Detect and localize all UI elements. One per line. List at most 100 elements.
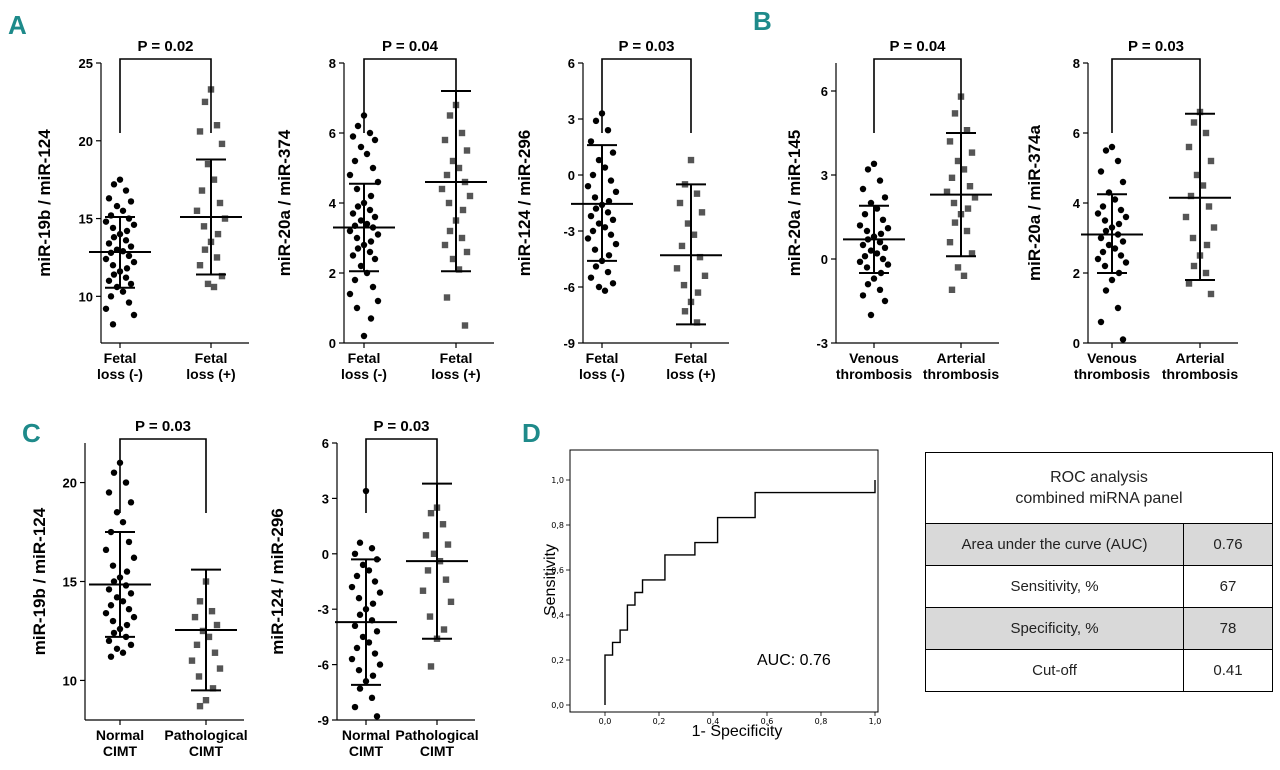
data-point xyxy=(210,176,218,183)
data-point xyxy=(102,255,110,263)
roc-table-value: 0.76 xyxy=(1183,523,1273,566)
y-tick-label: -9 xyxy=(563,336,575,351)
data-point xyxy=(201,246,209,253)
data-point xyxy=(107,653,115,660)
data-point xyxy=(607,231,615,238)
data-point xyxy=(424,567,432,574)
data-point xyxy=(123,227,131,235)
data-point xyxy=(612,188,620,195)
data-point xyxy=(130,311,138,319)
data-point xyxy=(355,594,363,602)
y-axis-title: miR-124 / miR-296 xyxy=(268,508,287,654)
x-category-label: Pathological xyxy=(395,727,478,743)
data-point xyxy=(125,252,133,260)
data-point xyxy=(109,562,117,569)
data-point xyxy=(963,127,971,134)
data-point xyxy=(1193,171,1201,179)
data-point xyxy=(604,209,612,216)
data-point xyxy=(612,240,620,248)
data-point xyxy=(601,164,609,171)
data-point xyxy=(127,198,135,205)
data-point xyxy=(1117,206,1125,214)
data-point xyxy=(127,641,135,649)
x-category-label: loss (+) xyxy=(666,366,715,382)
data-point xyxy=(119,649,127,656)
data-point xyxy=(198,187,206,194)
roc-table-row: Specificity, % 78 xyxy=(925,607,1273,650)
p-value-label: P = 0.04 xyxy=(889,38,946,55)
data-point xyxy=(879,216,887,223)
data-point xyxy=(1187,192,1195,200)
significance-bracket xyxy=(601,58,692,133)
data-point xyxy=(348,583,356,591)
data-point xyxy=(1117,252,1125,259)
data-point xyxy=(604,127,612,134)
y-tick-label: 10 xyxy=(79,289,93,304)
data-point xyxy=(856,222,864,229)
data-point xyxy=(221,215,229,222)
data-point xyxy=(368,545,376,552)
data-point xyxy=(102,218,110,225)
data-point xyxy=(369,283,377,291)
data-point xyxy=(1122,259,1130,266)
data-point xyxy=(609,216,617,223)
data-point xyxy=(876,177,884,184)
data-point xyxy=(605,197,613,205)
y-tick-label: 8 xyxy=(1073,56,1080,71)
significance-bracket xyxy=(873,58,962,133)
roc-x-tick-label: 0,6 xyxy=(761,717,774,726)
roc-y-tick-label: 0,4 xyxy=(551,611,564,620)
data-point xyxy=(105,586,113,593)
data-point xyxy=(130,554,138,561)
data-point xyxy=(592,205,600,212)
y-tick-label: 3 xyxy=(568,112,575,127)
data-point xyxy=(876,239,884,246)
data-point xyxy=(374,297,382,305)
data-point xyxy=(193,641,201,649)
data-point xyxy=(1199,182,1207,189)
data-point xyxy=(1108,276,1116,284)
data-point xyxy=(113,202,121,210)
data-point xyxy=(1119,178,1127,186)
x-category-label: loss (-) xyxy=(97,366,143,382)
data-point xyxy=(122,187,130,194)
data-point xyxy=(354,203,362,210)
y-tick-label: -9 xyxy=(317,713,329,728)
roc-y-axis-title: Sensitivity xyxy=(542,544,559,616)
data-point xyxy=(445,199,453,207)
roc-table-row: Area under the curve (AUC) 0.76 xyxy=(925,523,1273,566)
x-category-label: Fetal xyxy=(104,350,137,366)
data-point xyxy=(859,185,867,193)
data-point xyxy=(1202,269,1210,277)
data-point xyxy=(443,171,451,179)
y-tick-label: 0 xyxy=(821,252,828,267)
p-value-label: P = 0.04 xyxy=(382,38,439,55)
data-point xyxy=(1189,234,1197,242)
data-point xyxy=(122,237,130,244)
data-point xyxy=(960,166,968,173)
data-point xyxy=(363,150,371,158)
data-point xyxy=(218,140,226,148)
data-point xyxy=(105,240,113,247)
x-category-label: thrombosis xyxy=(1162,366,1238,382)
data-point xyxy=(587,212,595,220)
roc-table-row: Sensitivity, % 67 xyxy=(925,565,1273,608)
y-tick-label: 6 xyxy=(821,84,828,99)
data-point xyxy=(879,255,887,263)
significance-bracket xyxy=(119,58,212,133)
data-point xyxy=(861,211,869,218)
data-point xyxy=(353,572,361,580)
data-point xyxy=(218,272,226,280)
data-point xyxy=(1202,129,1210,137)
x-category-label: Fetal xyxy=(440,350,473,366)
data-point xyxy=(353,304,361,312)
data-point xyxy=(863,227,871,235)
data-point xyxy=(357,143,365,151)
data-point xyxy=(877,230,885,237)
data-point xyxy=(211,649,219,656)
data-point xyxy=(119,518,127,526)
